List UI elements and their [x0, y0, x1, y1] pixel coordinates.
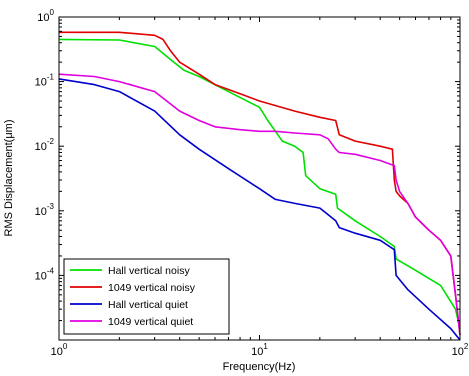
x-tick-label: 102: [452, 342, 469, 358]
y-tick-base: 10: [35, 270, 47, 282]
x-tick-base: 10: [51, 346, 63, 358]
y-tick-base: 10: [35, 206, 47, 218]
x-tick-label: 100: [51, 342, 68, 358]
series-layer: [58, 31, 461, 341]
series-line-4: [58, 73, 461, 335]
series-line-1: [58, 38, 461, 329]
y-tick-label: 100: [37, 8, 54, 24]
y-tick-label: 10-3: [35, 202, 55, 218]
series-line-3: [58, 78, 461, 341]
plot-frame: [58, 16, 461, 341]
legend-label: 1049 vertical noisy: [108, 282, 196, 294]
x-axis-label: Frequency(Hz): [223, 361, 296, 373]
y-tick-base: 10: [35, 141, 47, 153]
legend: Hall vertical noisy 1049 vertical noisy Ha…: [63, 258, 230, 335]
legend-label: Hall vertical quiet: [108, 299, 188, 311]
y-tick-exponent: -1: [47, 73, 55, 82]
x-tick-exponent: 0: [63, 342, 68, 351]
y-tick-base: 10: [37, 12, 49, 24]
legend-label: Hall vertical noisy: [108, 265, 190, 277]
x-tick-base: 10: [251, 346, 263, 358]
y-axis-label: RMS Displacement(μm): [3, 120, 15, 237]
y-tick-base: 10: [35, 77, 47, 89]
y-tick-exponent: -2: [47, 137, 55, 146]
y-tick-label: 10-1: [35, 73, 55, 89]
y-tick-exponent: -3: [47, 202, 55, 211]
y-tick-exponent: -4: [47, 266, 55, 275]
x-tick-exponent: 1: [263, 342, 268, 351]
y-tick-label: 10-2: [35, 137, 55, 153]
y-tick-exponent: 0: [50, 8, 55, 17]
x-tick-label: 101: [251, 342, 268, 358]
x-tick-base: 10: [452, 346, 464, 358]
legend-label: 1049 vertical quiet: [108, 316, 193, 328]
x-tick-exponent: 2: [464, 342, 469, 351]
y-tick-label: 10-4: [35, 266, 55, 282]
